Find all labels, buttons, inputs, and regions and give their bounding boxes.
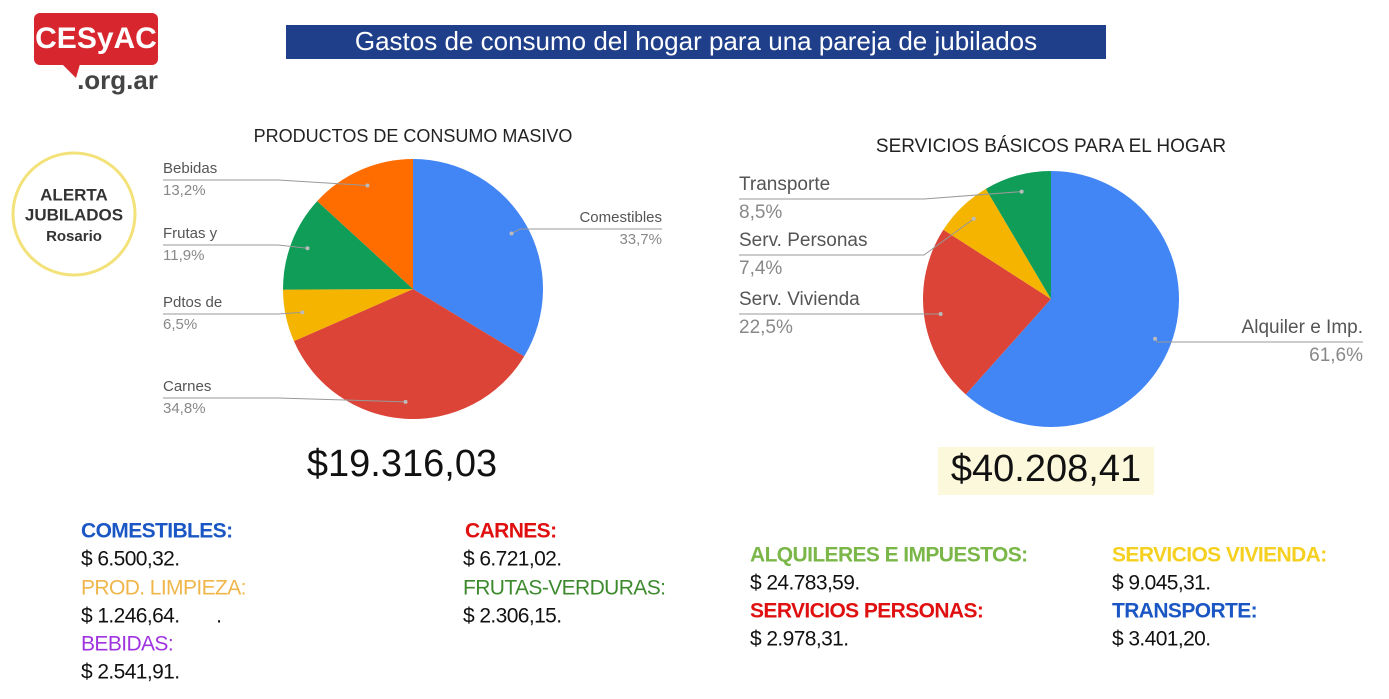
leader-line xyxy=(739,191,1022,200)
logo-name: CESyAC xyxy=(35,22,157,55)
leader-line xyxy=(163,244,308,249)
pie-slice xyxy=(965,171,1179,428)
leader-dot xyxy=(971,216,976,221)
leader-line xyxy=(163,397,406,403)
slice-label: Carnes xyxy=(163,378,211,395)
detail-amount: $ 6.721,02. xyxy=(463,548,562,571)
total-highlight xyxy=(938,447,1154,495)
slice-label: Transporte xyxy=(739,174,830,195)
slice-value: 22,5% xyxy=(739,317,793,338)
detail-amount: $ 6.500,32. xyxy=(81,548,180,571)
detail-label: SERVICIOS PERSONAS: xyxy=(750,600,983,623)
pie-slice xyxy=(985,171,1051,299)
leader-dot xyxy=(1019,189,1024,194)
badge-line: Rosario xyxy=(46,228,102,245)
leader-dot xyxy=(305,246,310,251)
total: $40.208,41 xyxy=(951,448,1141,490)
detail-label: TRANSPORTE: xyxy=(1112,600,1257,623)
badge-line: ALERTA xyxy=(40,185,108,204)
pie-slice xyxy=(283,201,413,290)
badge-line: JUBILADOS xyxy=(25,205,123,224)
slice-value: 33,7% xyxy=(619,231,662,248)
slice-value: 34,8% xyxy=(163,400,206,417)
slice-label: Comestibles xyxy=(579,209,662,226)
leader-dot xyxy=(300,310,305,315)
pie-slice xyxy=(943,188,1051,299)
slice-label: Serv. Personas xyxy=(739,230,867,251)
leader-dot xyxy=(1153,336,1158,341)
leader-line xyxy=(163,311,303,315)
detail-amount: $ 2.306,15. xyxy=(463,605,562,628)
leader-dot xyxy=(365,183,370,188)
detail-label: SERVICIOS VIVIENDA: xyxy=(1112,544,1327,567)
logo-tail xyxy=(62,64,80,78)
detail-amount: $ 24.783,59. xyxy=(750,572,860,595)
leader-dot xyxy=(938,311,943,316)
slice-value: 6,5% xyxy=(163,316,197,333)
pie-slice xyxy=(293,289,525,420)
slice-value: 11,9% xyxy=(163,247,204,264)
leader-line xyxy=(1154,338,1363,343)
slice-value: 13,2% xyxy=(163,182,206,199)
total: $19.316,03 xyxy=(307,443,497,485)
detail-label: ALQUILERES E IMPUESTOS: xyxy=(750,544,1028,567)
chart-title: PRODUCTOS DE CONSUMO MASIVO xyxy=(254,126,573,146)
leader-line xyxy=(163,179,368,186)
title: Gastos de consumo del hogar para una par… xyxy=(355,26,1037,56)
badge xyxy=(11,151,137,277)
detail-amount: $ 9.045,31. xyxy=(1112,572,1211,595)
title-box xyxy=(286,25,1106,59)
slice-label: Serv. Vivienda xyxy=(739,289,860,310)
detail-amount: $ 3.401,20. xyxy=(1112,628,1211,651)
slice-value: 8,5% xyxy=(739,202,782,223)
slice-value: 61,6% xyxy=(1309,345,1363,366)
leader-dot xyxy=(403,399,408,404)
leader-dot xyxy=(509,231,514,236)
leader-line xyxy=(511,228,662,234)
slice-label: Alquiler e Imp. xyxy=(1242,317,1363,338)
chart-title: SERVICIOS BÁSICOS PARA EL HOGAR xyxy=(876,136,1226,157)
leader-line xyxy=(739,218,975,256)
detail-label: PROD. LIMPIEZA: xyxy=(81,577,246,600)
detail-label: FRUTAS-VERDURAS: xyxy=(463,577,665,600)
detail-amount: $ 2.978,31. xyxy=(750,628,849,651)
slice-label: Frutas y xyxy=(163,225,218,242)
pie-slice xyxy=(923,229,1051,395)
detail-amount: $ 1.246,64. . xyxy=(81,605,221,628)
slice-label: Bebidas xyxy=(163,160,217,177)
pie-slice xyxy=(317,159,413,289)
logo-domain: .org.ar xyxy=(77,65,158,95)
slice-label: Pdtos de xyxy=(163,294,222,311)
detail-amount: $ 2.541,91. xyxy=(81,661,180,684)
detail-label: BEBIDAS: xyxy=(81,633,173,656)
pie-slice xyxy=(283,289,413,342)
detail-label: COMESTIBLES: xyxy=(81,520,232,543)
pie-slice xyxy=(413,159,544,357)
logo-box xyxy=(34,13,158,65)
slice-value: 7,4% xyxy=(739,258,782,279)
detail-label: CARNES: xyxy=(465,520,556,543)
